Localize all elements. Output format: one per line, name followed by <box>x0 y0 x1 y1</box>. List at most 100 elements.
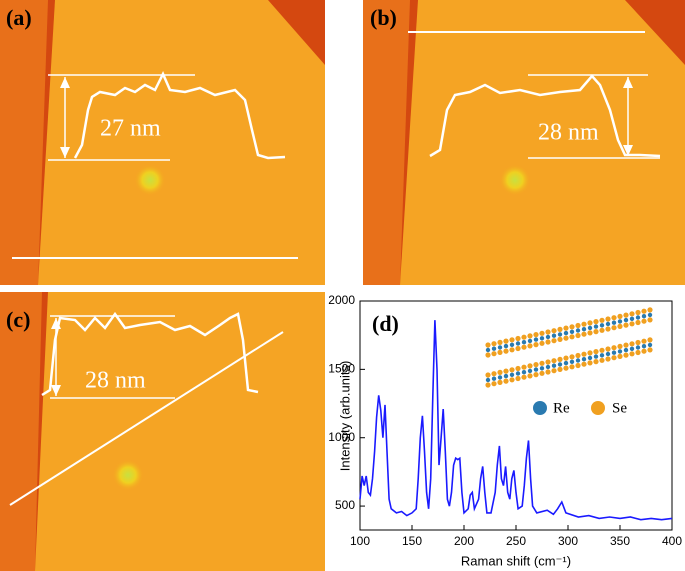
atom <box>533 362 539 368</box>
atom <box>563 330 569 336</box>
atom <box>617 353 623 359</box>
panel-labels: (a) (b) (c) <box>6 5 397 332</box>
legend-label: Se <box>612 400 627 416</box>
atom <box>503 373 509 379</box>
atom <box>647 337 653 343</box>
atom <box>539 340 545 346</box>
x-tick-label: 250 <box>506 534 526 548</box>
legend-swatch <box>533 401 547 415</box>
atom <box>581 327 587 332</box>
atom <box>605 326 611 332</box>
atom <box>485 382 491 388</box>
atom <box>629 316 635 321</box>
spectrum-line <box>359 320 673 521</box>
panel-label: (b) <box>370 5 397 30</box>
atom <box>515 365 521 372</box>
atom <box>551 363 557 368</box>
atom <box>527 338 533 344</box>
atom <box>587 360 593 366</box>
atom <box>593 359 599 365</box>
atom <box>605 346 611 352</box>
y-tick-label: 2000 <box>328 293 355 307</box>
atom <box>569 334 575 340</box>
atom <box>527 373 533 379</box>
atom <box>527 363 533 369</box>
atom <box>641 344 647 349</box>
atom <box>503 368 509 374</box>
atom <box>623 322 629 328</box>
atom <box>491 381 497 387</box>
atom <box>497 345 503 350</box>
legend-swatch <box>591 401 605 415</box>
atom <box>647 342 653 348</box>
atom <box>527 368 533 374</box>
atom <box>491 341 497 347</box>
atom <box>581 351 587 357</box>
atom <box>623 352 629 358</box>
atom <box>611 320 617 325</box>
atom <box>635 345 641 350</box>
atom <box>545 369 551 375</box>
atom <box>491 376 497 381</box>
y-tick-label: 500 <box>335 498 355 512</box>
measure: 27 nm <box>100 116 161 142</box>
atom <box>491 371 497 377</box>
atom <box>551 328 557 334</box>
atom <box>593 329 599 335</box>
panel-label: (a) <box>6 5 32 30</box>
atom <box>563 365 569 371</box>
atom <box>599 317 605 323</box>
atom <box>521 340 527 345</box>
atom <box>629 321 635 327</box>
atom <box>611 345 617 351</box>
atom <box>635 309 641 316</box>
x-tick-label: 150 <box>402 534 422 548</box>
atom <box>557 356 563 362</box>
atom <box>539 366 545 371</box>
atom <box>545 334 551 340</box>
atom <box>593 319 599 325</box>
x-tick-label: 300 <box>558 534 578 548</box>
atom <box>545 359 551 365</box>
atom <box>545 329 551 335</box>
atom <box>485 372 491 378</box>
atom <box>563 335 569 341</box>
atom <box>623 347 629 353</box>
atom <box>581 321 587 327</box>
atom <box>503 343 509 349</box>
atom <box>497 349 503 355</box>
x-tick-label: 400 <box>662 534 682 548</box>
atom <box>563 355 569 361</box>
atom <box>497 375 503 380</box>
atom <box>629 311 635 317</box>
atom <box>605 356 611 362</box>
atom <box>509 372 515 377</box>
atom <box>515 345 521 352</box>
atom <box>545 339 551 345</box>
atom <box>485 377 491 383</box>
atom <box>539 336 545 341</box>
atom <box>533 337 539 342</box>
atom <box>521 374 527 380</box>
x-axis-label: Raman shift (cm⁻¹) <box>461 553 571 568</box>
atom <box>575 362 581 369</box>
atom <box>599 327 605 333</box>
atom <box>575 328 581 333</box>
atom <box>563 360 569 366</box>
atom <box>575 352 581 359</box>
atom <box>569 364 575 370</box>
atom <box>557 362 563 367</box>
atom <box>533 342 539 348</box>
atom <box>587 355 593 361</box>
atom <box>551 358 557 364</box>
panel-c <box>0 292 325 571</box>
atom <box>581 357 587 362</box>
atom <box>629 351 635 357</box>
y-axis-label: Intensity (arb.units) <box>337 361 352 472</box>
atom <box>509 337 515 343</box>
atom <box>527 343 533 349</box>
x-tick-label: 100 <box>350 534 370 548</box>
atom <box>533 367 539 372</box>
atom <box>515 341 521 346</box>
